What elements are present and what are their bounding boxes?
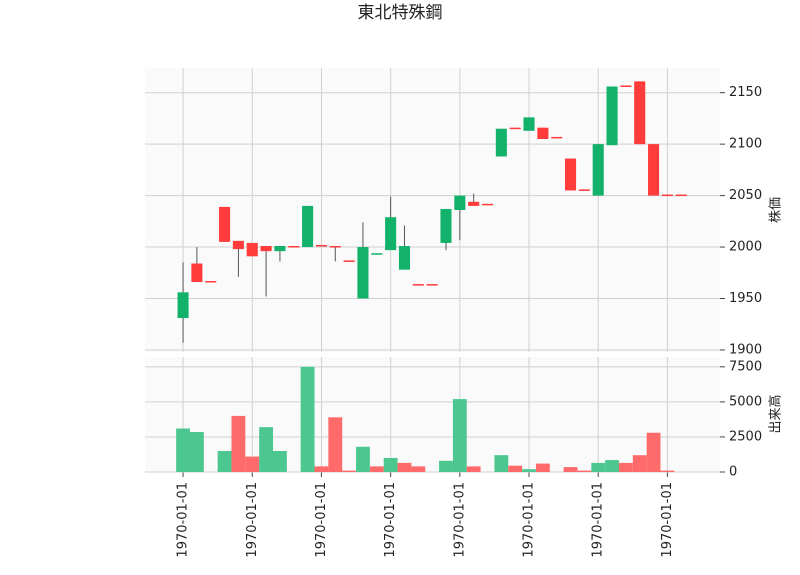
volume-bar: [259, 427, 274, 472]
y-tick-label: 2050: [729, 188, 762, 203]
candle-body: [634, 81, 646, 145]
candle-body: [620, 85, 632, 87]
candle-body: [232, 240, 244, 250]
candle-body: [523, 117, 535, 131]
volume-bar: [577, 470, 592, 472]
y-tick-label: 2150: [729, 85, 762, 100]
candle-body: [495, 128, 507, 157]
volume-bar: [660, 470, 675, 472]
volume-bar: [273, 450, 287, 472]
volume-bar: [452, 399, 467, 472]
y-tick-label: 1950: [729, 291, 762, 306]
candle-body: [412, 284, 424, 286]
candle-body: [398, 246, 411, 270]
volume-tick-label: 7500: [729, 359, 762, 374]
volume-bar: [356, 446, 370, 472]
volume-bar: [383, 457, 398, 472]
volume-tick-label: 5000: [729, 394, 762, 409]
volume-bar: [411, 466, 426, 472]
candle-body: [357, 247, 369, 299]
candle-body: [578, 189, 590, 191]
volume-bar: [342, 470, 357, 472]
x-tick-label: 1970-01-01: [245, 482, 260, 558]
candle-body: [481, 203, 494, 206]
volume-bar: [189, 432, 204, 472]
volume-bar: [591, 462, 606, 472]
candle-body: [661, 194, 673, 197]
volume-bar: [328, 417, 343, 472]
candle-body: [191, 263, 203, 283]
candle-body: [440, 208, 452, 243]
x-tick-label: 1970-01-01: [314, 482, 329, 558]
candle-body: [592, 144, 604, 196]
volume-bar: [494, 455, 509, 472]
volume-bar: [245, 456, 260, 472]
candle-body: [426, 284, 438, 286]
volume-bar: [522, 469, 536, 472]
candle-body: [551, 136, 563, 139]
volume-bar: [646, 432, 661, 472]
candle-body: [205, 281, 217, 283]
volume-bar: [439, 460, 453, 472]
candle-body: [565, 158, 577, 191]
y-axis-label: 株価: [769, 197, 784, 223]
x-tick-label: 1970-01-01: [522, 482, 537, 558]
volume-bar: [176, 428, 190, 472]
volume-axis-label: 出来高: [768, 394, 784, 433]
x-tick-label: 1970-01-01: [452, 482, 467, 558]
volume-bar: [605, 460, 619, 472]
candle-body: [302, 205, 314, 248]
candle-body: [606, 86, 618, 146]
volume-tick-label: 0: [729, 465, 737, 480]
volume-bar: [508, 465, 523, 472]
volume-bar: [217, 450, 232, 472]
volume-bar: [632, 455, 647, 472]
x-tick-label: 1970-01-01: [176, 482, 191, 558]
candle-body: [274, 246, 286, 252]
candle-body: [509, 127, 521, 130]
candle-body: [385, 217, 397, 251]
volume-bar: [563, 467, 578, 472]
y-tick-label: 1900: [729, 342, 762, 357]
volume-bar: [314, 466, 329, 472]
x-tick-label: 1970-01-01: [383, 482, 398, 558]
volume-bar: [618, 462, 633, 472]
candle-body: [371, 253, 383, 255]
volume-bar: [466, 466, 481, 472]
price-panel: [145, 68, 720, 352]
candle-body: [454, 195, 466, 210]
candle-body: [675, 194, 687, 197]
volume-bar: [535, 463, 550, 472]
candle-body: [177, 292, 189, 319]
volume-bar: [397, 462, 412, 472]
y-tick-label: 2100: [729, 137, 762, 152]
volume-bar: [369, 466, 384, 472]
candle-body: [329, 246, 341, 248]
x-tick-label: 1970-01-01: [660, 482, 675, 558]
volume-bar: [231, 415, 246, 472]
candle-body: [343, 260, 355, 262]
y-tick-label: 2000: [729, 240, 762, 255]
candle-body: [537, 127, 549, 139]
x-tick-label: 1970-01-01: [591, 482, 606, 558]
candle-body: [260, 246, 272, 252]
candle-body: [468, 201, 480, 206]
candle-body: [648, 144, 660, 196]
candle-body: [288, 246, 300, 248]
candle-body: [219, 206, 231, 242]
candle-body: [246, 242, 258, 257]
volume-tick-label: 2500: [729, 429, 762, 444]
chart-title: 東北特殊鋼: [358, 3, 443, 23]
candle-body: [315, 244, 327, 247]
volume-bar: [300, 366, 315, 472]
